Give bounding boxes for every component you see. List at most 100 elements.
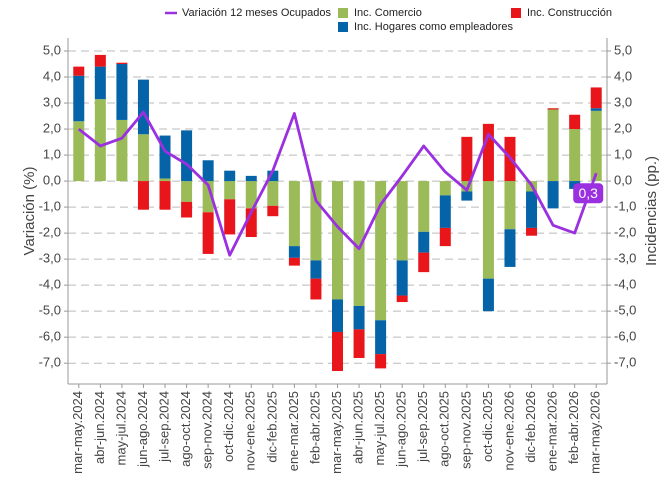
bar-segment [353, 305, 365, 330]
bar-segment [224, 199, 236, 235]
bar-segment [482, 181, 494, 279]
bar-segment [418, 181, 430, 232]
y2-tick-label: 4,0 [614, 68, 632, 83]
bar-segment [461, 191, 473, 201]
legend-swatch [511, 8, 521, 18]
bar-segment [375, 320, 387, 355]
bar-segment [375, 181, 387, 321]
x-tick-label: dic-feb.2025 [264, 391, 279, 463]
bar-segment [288, 246, 300, 258]
bar-segment [202, 160, 214, 182]
bar-segment [353, 181, 365, 306]
y2-tick-label: -1,0 [614, 199, 636, 214]
bar-segment [418, 252, 430, 273]
legend-label: Variación 12 meses Ocupados [182, 7, 331, 19]
x-tick-label: oct-dic.2024 [221, 391, 236, 462]
y-tick-label: -5,0 [39, 303, 61, 318]
bar-segment [116, 119, 128, 182]
bar-segment [224, 170, 236, 182]
bar-segment [245, 175, 257, 182]
value-label: 0,3 [578, 185, 598, 201]
y-tick-label: -1,0 [39, 199, 61, 214]
bar-segment [181, 130, 193, 182]
bar-segment [332, 299, 343, 332]
y2-tick-label: -5,0 [614, 303, 636, 318]
bar-segment [288, 257, 300, 266]
y2-tick-label: -7,0 [614, 355, 636, 370]
x-tick-label: abr-jun.2025 [350, 391, 365, 464]
bar-segment [181, 201, 193, 218]
y2-tick-label: 3,0 [614, 94, 632, 109]
y-tick-label: 1,0 [43, 147, 61, 162]
bar-segment [461, 181, 473, 192]
bar-segment [181, 181, 193, 202]
x-tick-label: abr-jun.2024 [92, 391, 107, 464]
bar-segment [245, 208, 257, 238]
legend-label: Inc. Hogares como empleadores [354, 21, 513, 33]
bar-segment [267, 181, 279, 206]
y2-tick-label: -4,0 [614, 277, 636, 292]
x-tick-label: may-jul.2025 [372, 391, 387, 465]
bar-segment [94, 99, 106, 182]
x-tick-label: sep-nov.2024 [200, 391, 215, 469]
bar-segment [439, 227, 451, 247]
x-tick-label: may-jul.2024 [113, 391, 128, 465]
x-tick-label: jul-sep.2025 [415, 391, 430, 463]
bar-segment [94, 54, 106, 67]
bar-segment [73, 121, 85, 182]
y-tick-label: 2,0 [43, 120, 61, 135]
bar-segment [267, 170, 279, 182]
y-tick-label: -4,0 [39, 277, 61, 292]
x-tick-label: ago-oct.2024 [178, 391, 193, 467]
value-label-box [573, 183, 604, 204]
y-tick-label: 5,0 [43, 42, 61, 57]
bar-segment [224, 181, 236, 200]
y2-tick-label: -6,0 [614, 329, 636, 344]
bar-segment [310, 181, 322, 261]
y-tick-label: 0,0 [43, 173, 61, 188]
bar-segment [332, 331, 343, 371]
bar-segment [116, 62, 128, 65]
x-tick-label: oct-dic.2025 [480, 391, 495, 462]
y2-tick-label: 1,0 [614, 147, 632, 162]
bar-segment [332, 181, 343, 300]
y2-tick-label: 5,0 [614, 42, 632, 57]
bar-segment [73, 75, 85, 122]
bar-segment [375, 354, 387, 369]
x-tick-label: mar-may.2026 [588, 391, 603, 474]
x-tick-label: ene-mar.2025 [286, 391, 301, 471]
bar-segment [202, 181, 214, 213]
bar-segment [547, 109, 559, 182]
legend-swatch [338, 22, 348, 32]
bar-segment [590, 87, 602, 109]
y-axis-label: Variación (%) [21, 167, 38, 256]
x-tick-label: ene-mar.2026 [545, 391, 560, 471]
y-tick-label: -2,0 [39, 225, 61, 240]
bar-segment [569, 114, 581, 130]
x-tick-label: nov-ene.2026 [501, 391, 516, 471]
y-tick-label: -6,0 [39, 329, 61, 344]
x-tick-label: feb-abr.2025 [307, 391, 322, 464]
x-tick-label: nov-ene.2025 [243, 391, 258, 471]
bar-segment [547, 108, 559, 110]
bar-segment [73, 66, 85, 76]
x-tick-label: sep-nov.2025 [458, 391, 473, 469]
bar-segment [504, 229, 516, 267]
bar-segment [547, 181, 559, 209]
bar-segment [482, 123, 494, 182]
bar-segment [159, 181, 171, 210]
bar-segment [159, 178, 171, 182]
y-tick-label: 3,0 [43, 94, 61, 109]
bar-segment [418, 231, 430, 253]
bar-segment [590, 108, 602, 111]
bar-segment [504, 181, 516, 230]
y-tick-label: 4,0 [43, 68, 61, 83]
bar-segment [202, 212, 214, 254]
bar-segment [396, 260, 408, 296]
bar-segment [267, 205, 279, 217]
x-tick-label: mar-may.2025 [329, 391, 344, 474]
bar-segment [288, 181, 300, 247]
bar-segment [439, 195, 451, 228]
x-tick-label: mar-may.2024 [70, 391, 85, 474]
bar-segment [137, 181, 149, 210]
